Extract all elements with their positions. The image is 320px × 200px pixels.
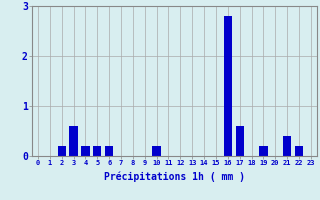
Bar [295,146,303,156]
Bar [105,146,113,156]
Bar [69,126,78,156]
Bar [259,146,268,156]
Bar [236,126,244,156]
Bar [224,16,232,156]
Bar [81,146,90,156]
Bar [58,146,66,156]
X-axis label: Précipitations 1h ( mm ): Précipitations 1h ( mm ) [104,172,245,182]
Bar [152,146,161,156]
Bar [283,136,291,156]
Bar [93,146,101,156]
